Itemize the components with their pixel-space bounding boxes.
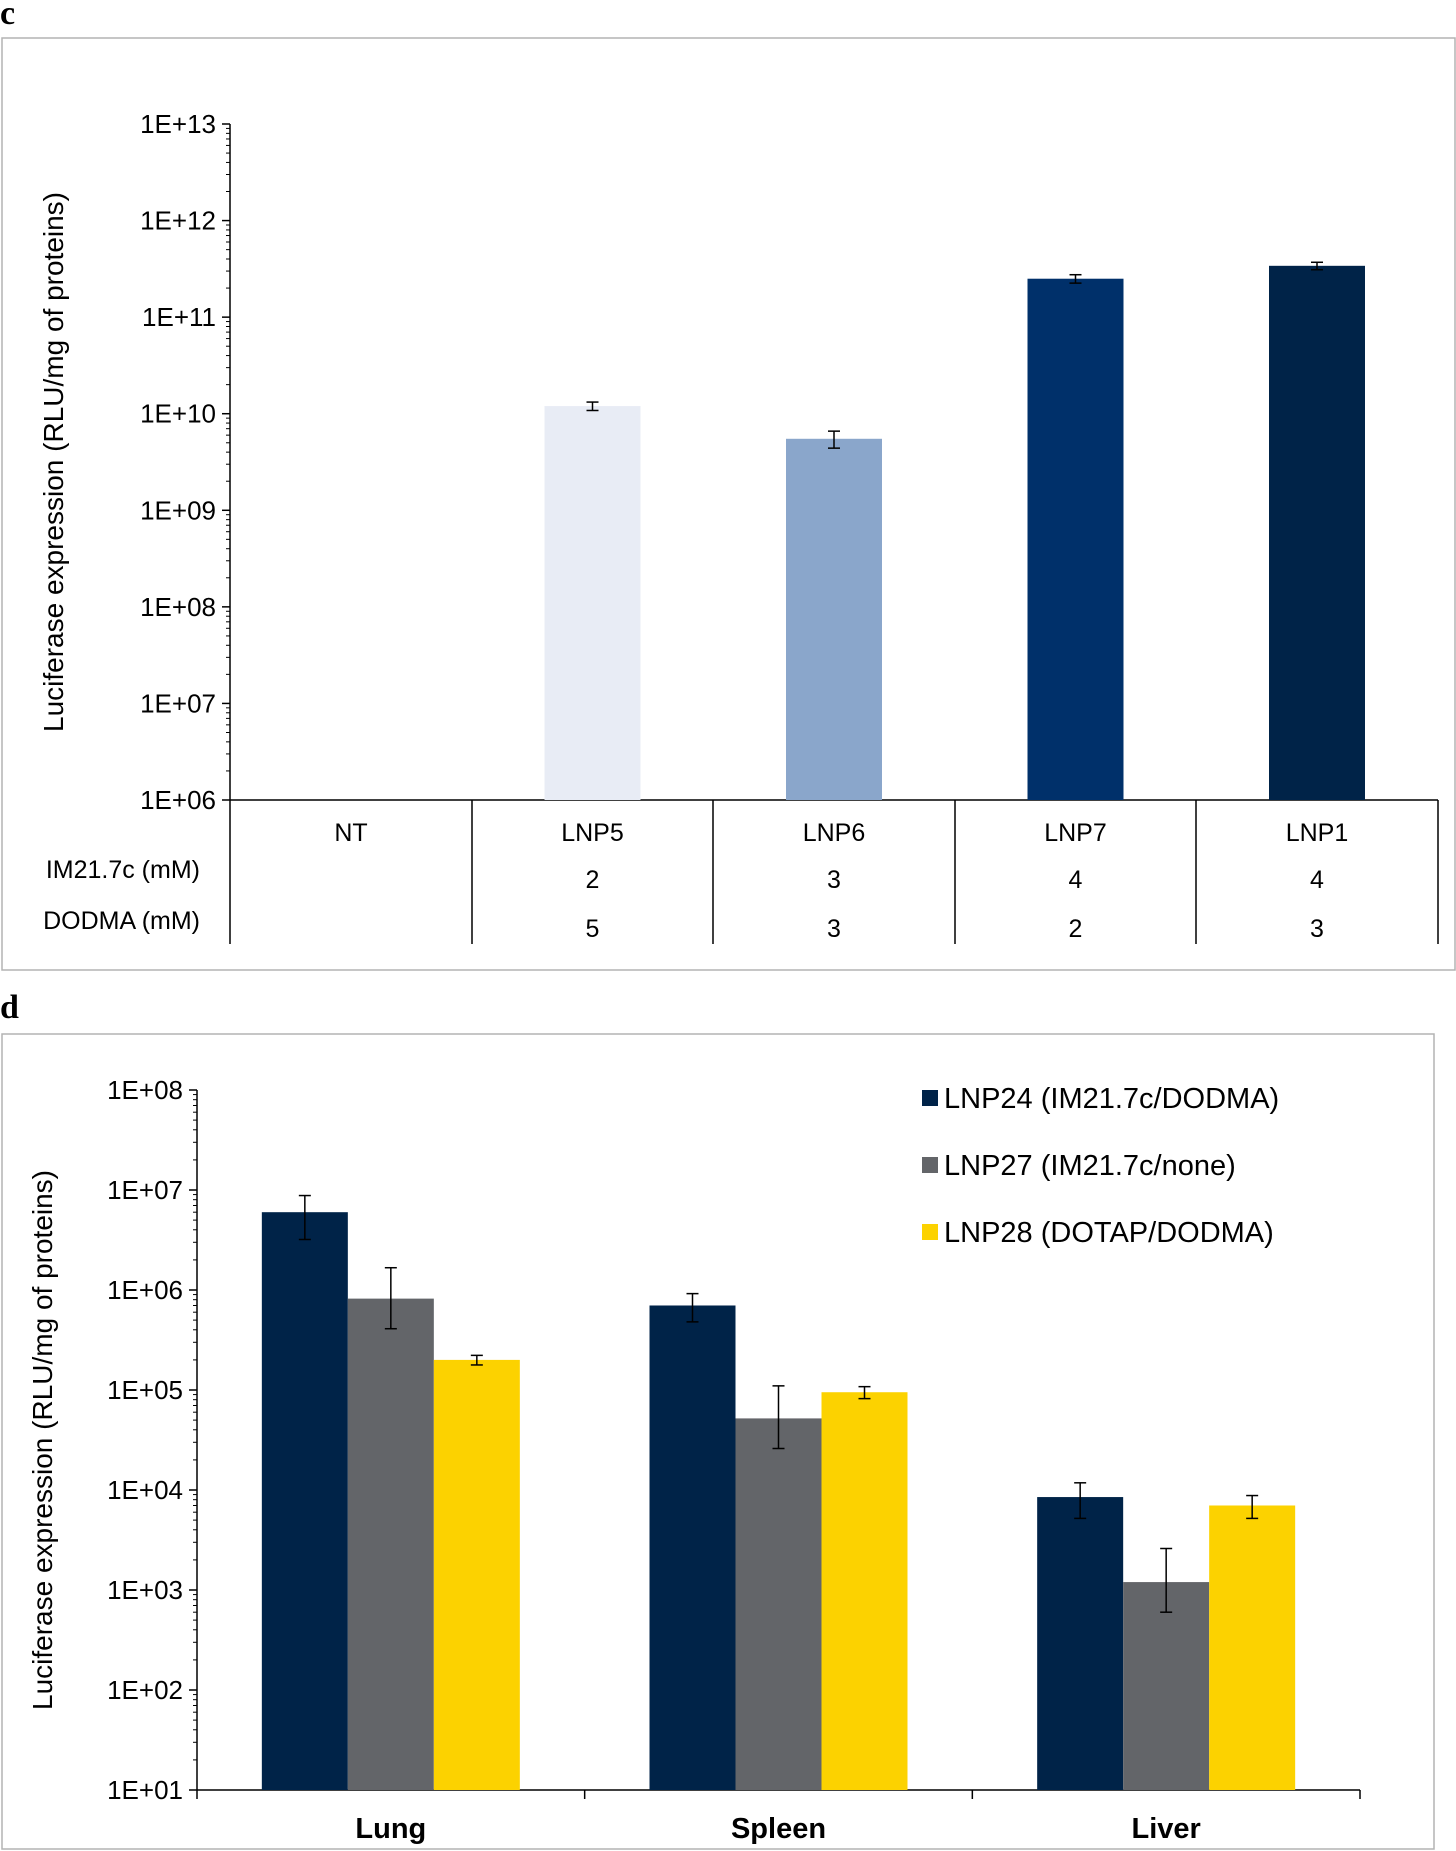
y-tick-label: 1E+07 <box>140 688 216 718</box>
bar-lnp7 <box>1027 278 1124 800</box>
category-label: Liver <box>1132 1813 1201 1845</box>
legend-swatch <box>922 1090 938 1106</box>
category-label: NT <box>334 819 367 847</box>
error-bar-liver-s2 <box>1160 1547 1173 1613</box>
bar-liver-s3 <box>1209 1505 1296 1790</box>
bar-lnp5 <box>544 406 641 800</box>
y-tick-label: 1E+10 <box>140 399 216 429</box>
y-tick-label: 1E+07 <box>107 1175 183 1205</box>
legend-label: LNP24 (IM21.7c/DODMA) <box>944 1083 1279 1115</box>
y-tick-label: 1E+01 <box>107 1775 183 1805</box>
table-cell: 3 <box>827 915 841 943</box>
bar-spleen-s2 <box>735 1418 822 1790</box>
table-cell: 4 <box>1069 866 1083 894</box>
y-tick-label: 1E+04 <box>107 1475 183 1505</box>
bar-lung-s2 <box>347 1298 434 1790</box>
error-bar-spleen-s1 <box>686 1292 699 1323</box>
panel-c-frame <box>1 37 1456 971</box>
y-tick-label: 1E+12 <box>140 206 216 236</box>
legend-label: LNP27 (IM21.7c/none) <box>944 1150 1236 1182</box>
y-axis-title: Luciferase expression (RLU/mg of protein… <box>38 192 69 732</box>
bar-lnp1 <box>1269 265 1365 801</box>
chart-d: 1E+01 1E+02 1E+03 1E+04 1E+05 1E+06 1E+07 1E+08… <box>27 1075 1361 1845</box>
category-label: LNP6 <box>803 819 866 847</box>
error-bar-lung-s1 <box>298 1194 311 1241</box>
bar-lung-s3 <box>433 1359 520 1790</box>
bar-liver-s2 <box>1123 1582 1210 1790</box>
y-tick-label: 1E+08 <box>107 1075 183 1105</box>
table-cell: 3 <box>827 866 841 894</box>
error-bar-lnp5 <box>586 401 599 412</box>
chart-c: 1E+06 1E+07 1E+08 1E+09 1E+10 1E+11 1E+12 1E+13… <box>38 109 1439 944</box>
panel-d-frame <box>1 1033 1435 1850</box>
category-label: LNP1 <box>1286 819 1349 847</box>
y-tick-label: 1E+05 <box>107 1375 183 1405</box>
error-bar-lung-s2 <box>384 1266 397 1330</box>
bar-spleen-s1 <box>649 1305 736 1790</box>
legend-label: LNP28 (DOTAP/DODMA) <box>944 1217 1274 1249</box>
error-bar-lnp1 <box>1311 261 1323 271</box>
y-tick-label: 1E+13 <box>140 109 216 139</box>
y-tick-label: 1E+06 <box>107 1275 183 1305</box>
table-cell: 2 <box>1069 915 1083 943</box>
y-tick-label: 1E+08 <box>140 592 216 622</box>
bar-liver-s1 <box>1037 1497 1124 1790</box>
y-tick-label: 1E+06 <box>140 785 216 815</box>
bar-lnp6 <box>786 438 882 800</box>
error-bar-lnp7 <box>1069 273 1082 284</box>
error-bar-spleen-s3 <box>858 1385 871 1400</box>
y-axis-title: Luciferase expression (RLU/mg of protein… <box>27 1170 58 1710</box>
legend-swatch <box>922 1157 938 1173</box>
y-tick-label: 1E+03 <box>107 1575 183 1605</box>
bar-lung-s1 <box>261 1212 348 1790</box>
table-cell: 3 <box>1310 915 1324 943</box>
y-tick-label: 1E+11 <box>142 302 216 332</box>
bar-spleen-s3 <box>821 1392 908 1790</box>
table-row-label: IM21.7c (mM) <box>46 856 200 884</box>
table-cell: 5 <box>586 915 600 943</box>
category-label: Lung <box>355 1813 426 1845</box>
category-label: LNP5 <box>561 819 624 847</box>
table-cell: 2 <box>586 866 600 894</box>
y-tick-label: 1E+02 <box>107 1675 183 1705</box>
panel-d-label: d <box>0 989 19 1026</box>
error-bar-lnp6 <box>828 430 840 449</box>
category-label: Spleen <box>731 1813 826 1845</box>
legend-swatch <box>922 1224 938 1240</box>
table-cell: 4 <box>1310 866 1324 894</box>
category-label: LNP7 <box>1044 819 1107 847</box>
error-bar-liver-s3 <box>1246 1494 1259 1520</box>
error-bar-liver-s1 <box>1074 1482 1087 1520</box>
panel-c-label: c <box>0 0 15 32</box>
table-row-label: DODMA (mM) <box>43 907 200 935</box>
error-bar-spleen-s2 <box>772 1385 785 1450</box>
y-tick-label: 1E+09 <box>140 495 216 525</box>
error-bar-lung-s3 <box>470 1354 483 1366</box>
